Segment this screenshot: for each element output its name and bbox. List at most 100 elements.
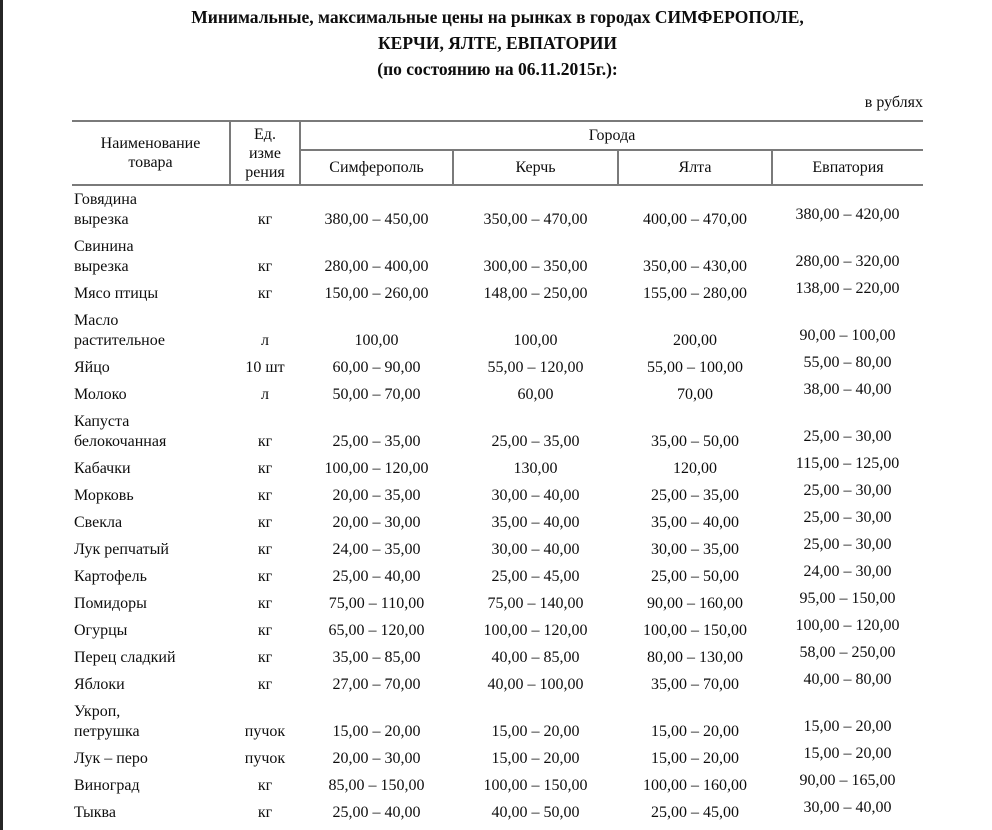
price-value: 15,00 – 20,00 [491, 722, 580, 740]
price-cell-kerch: 100,00 [453, 307, 618, 354]
price-value: 75,00 – 110,00 [328, 594, 425, 612]
price-value: 15,00 – 20,00 [651, 749, 739, 767]
column-header-product: Наименование товара [72, 120, 231, 186]
price-cell-evpatoria: 25,00 – 30,00 [772, 536, 923, 563]
product-name-cell: Свинина вырезка [74, 237, 134, 275]
price-cell-kerch: 75,00 – 140,00 [453, 590, 618, 617]
product-name-cell: Тыква [74, 803, 116, 821]
unit-cell: пучок [244, 722, 286, 740]
table-row: Тыква кг 25,00 – 40,00 40,00 – 50,00 25,… [72, 799, 923, 826]
price-value: 300,00 – 350,00 [483, 257, 588, 275]
table-header-row-top: Наименование товара Ед. изме рения Город… [72, 120, 923, 186]
product-name-cell: Лук – перо [74, 749, 148, 767]
price-cell-evpatoria: 90,00 – 100,00 [772, 307, 923, 354]
price-cell-kerch: 350,00 – 470,00 [453, 185, 618, 233]
price-cell-evpatoria: 55,00 – 80,00 [772, 354, 923, 381]
price-cell-evpatoria: 15,00 – 20,00 [772, 745, 923, 772]
price-cell-kerch: 25,00 – 35,00 [453, 408, 618, 455]
table-row: Молоко л 50,00 – 70,00 60,00 70,00 38,00… [72, 381, 923, 408]
price-value: 24,00 – 35,00 [332, 540, 421, 558]
price-cell-yalta: 200,00 [618, 307, 772, 354]
price-value: 50,00 – 70,00 [332, 385, 421, 403]
unit-cell: кг [257, 257, 273, 275]
unit-cell: кг [257, 459, 273, 477]
table-row: Лук репчатый кг 24,00 – 35,00 30,00 – 40… [72, 536, 923, 563]
price-value: 25,00 – 30,00 [803, 427, 892, 445]
price-value: 100,00 – 150,00 [643, 621, 747, 639]
price-value: 380,00 – 450,00 [324, 210, 429, 228]
price-cell-simferopol: 85,00 – 150,00 [300, 772, 453, 799]
price-cell-evpatoria: 280,00 – 320,00 [772, 233, 923, 280]
price-value: 38,00 – 40,00 [803, 380, 892, 398]
price-value: 40,00 – 50,00 [491, 803, 580, 821]
price-cell-kerch: 15,00 – 20,00 [453, 745, 618, 772]
table-row: Укроп, петрушка пучок 15,00 – 20,00 15,0… [72, 698, 923, 745]
price-cell-yalta: 155,00 – 280,00 [618, 280, 772, 307]
unit-cell: кг [257, 594, 273, 612]
price-cell-evpatoria: 58,00 – 250,00 [772, 644, 923, 671]
price-value: 55,00 – 80,00 [803, 353, 892, 371]
table-row: Свинина вырезка кг 280,00 – 400,00 300,0… [72, 233, 923, 280]
price-value: 25,00 – 30,00 [803, 535, 892, 553]
price-cell-simferopol: 25,00 – 40,00 [300, 799, 453, 826]
price-value: 20,00 – 30,00 [332, 513, 421, 531]
unit-cell: кг [257, 540, 273, 558]
price-cell-kerch: 25,00 – 45,00 [453, 563, 618, 590]
price-value: 55,00 – 100,00 [647, 358, 743, 376]
price-cell-yalta: 15,00 – 20,00 [618, 698, 772, 745]
product-name-cell: Картофель [74, 567, 147, 585]
unit-cell: кг [257, 621, 273, 639]
price-value: 35,00 – 40,00 [651, 513, 739, 531]
price-value: 15,00 – 20,00 [803, 744, 892, 762]
price-cell-evpatoria: 25,00 – 30,00 [772, 408, 923, 455]
price-cell-simferopol: 380,00 – 450,00 [300, 185, 453, 233]
price-cell-kerch: 15,00 – 20,00 [453, 698, 618, 745]
product-name-cell: Масло растительное [74, 311, 165, 349]
column-header-yalta: Ялта [618, 150, 773, 186]
price-value: 15,00 – 20,00 [332, 722, 421, 740]
price-value: 25,00 – 35,00 [332, 432, 421, 450]
product-name-cell: Свекла [74, 513, 123, 531]
price-cell-yalta: 80,00 – 130,00 [618, 644, 772, 671]
price-cell-yalta: 90,00 – 160,00 [618, 590, 772, 617]
page-edge-bar [0, 0, 3, 830]
table-row: Помидоры кг 75,00 – 110,00 75,00 – 140,0… [72, 590, 923, 617]
price-value: 75,00 – 140,00 [487, 594, 584, 612]
price-value: 148,00 – 250,00 [483, 284, 588, 302]
product-name-cell: Огурцы [74, 621, 128, 639]
price-value: 115,00 – 125,00 [795, 454, 900, 472]
unit-cell: кг [257, 648, 273, 666]
price-cell-yalta: 30,00 – 35,00 [618, 536, 772, 563]
unit-cell: кг [257, 776, 273, 794]
price-value: 35,00 – 50,00 [651, 432, 739, 450]
price-value: 40,00 – 100,00 [487, 675, 584, 693]
price-cell-evpatoria: 25,00 – 30,00 [772, 509, 923, 536]
price-cell-simferopol: 35,00 – 85,00 [300, 644, 453, 671]
table-row: Капуста белокочанная кг 25,00 – 35,00 25… [72, 408, 923, 455]
price-cell-yalta: 25,00 – 50,00 [618, 563, 772, 590]
price-cell-yalta: 120,00 [618, 455, 772, 482]
price-value: 280,00 – 320,00 [795, 252, 900, 270]
table-row: Перец сладкий кг 35,00 – 85,00 40,00 – 8… [72, 644, 923, 671]
price-value: 35,00 – 70,00 [651, 675, 739, 693]
table-row: Виноград кг 85,00 – 150,00 100,00 – 150,… [72, 772, 923, 799]
unit-cell: кг [257, 284, 273, 302]
price-cell-yalta: 35,00 – 40,00 [618, 509, 772, 536]
price-cell-kerch: 300,00 – 350,00 [453, 233, 618, 280]
price-value: 15,00 – 20,00 [651, 722, 739, 740]
price-cell-evpatoria: 24,00 – 30,00 [772, 563, 923, 590]
price-cell-yalta: 15,00 – 20,00 [618, 745, 772, 772]
price-value: 15,00 – 20,00 [491, 749, 580, 767]
product-name-cell: Молоко [74, 385, 127, 403]
table-row: Лук – перо пучок 20,00 – 30,00 15,00 – 2… [72, 745, 923, 772]
price-value: 25,00 – 45,00 [491, 567, 580, 585]
price-cell-simferopol: 27,00 – 70,00 [300, 671, 453, 698]
product-name-cell: Лук репчатый [74, 540, 169, 558]
product-name-cell: Кабачки [74, 459, 131, 477]
price-value: 350,00 – 470,00 [483, 210, 588, 228]
price-cell-simferopol: 60,00 – 90,00 [300, 354, 453, 381]
price-value: 100,00 – 120,00 [795, 616, 900, 634]
price-cell-kerch: 40,00 – 100,00 [453, 671, 618, 698]
price-value: 60,00 – 90,00 [332, 358, 421, 376]
